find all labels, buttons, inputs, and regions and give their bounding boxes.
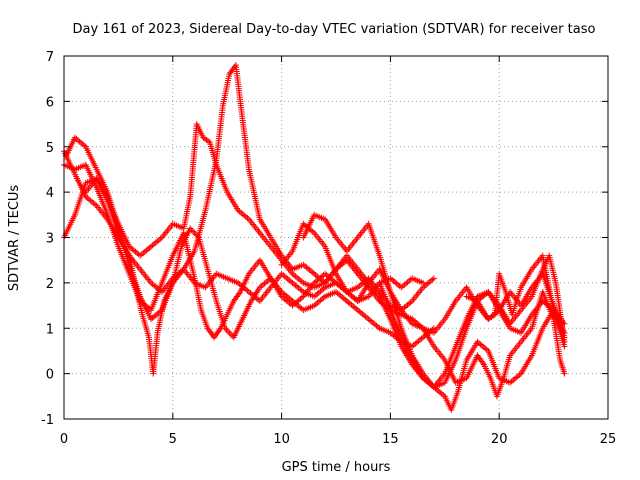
y-axis-label: SDTVAR / TECUs [7, 185, 22, 292]
data-point [190, 228, 197, 235]
series-track-j [409, 288, 568, 400]
x-tick-label: 15 [382, 432, 399, 447]
data-point [561, 370, 568, 377]
x-tick-label: 5 [169, 432, 177, 447]
series-track-i [376, 279, 568, 413]
data-point [224, 328, 231, 335]
chart-title: Day 161 of 2023, Sidereal Day-to-day VTE… [73, 22, 596, 37]
y-tick-label: 4 [46, 186, 54, 201]
x-tick-label: 0 [60, 432, 68, 447]
y-tick-label: 2 [46, 277, 54, 292]
series-track-e [61, 161, 437, 341]
series-track-b [61, 62, 329, 377]
data-point [226, 329, 233, 336]
data-point [561, 320, 568, 327]
x-tick-label: 20 [491, 432, 508, 447]
x-axis-ticks: 0 5 10 15 20 25 [60, 56, 616, 447]
y-tick-label: 3 [46, 232, 54, 247]
y-axis-ticks: -1 0 1 2 3 4 5 6 7 [41, 50, 608, 428]
data-point [561, 329, 568, 336]
y-tick-label: 6 [46, 95, 54, 110]
x-tick-label: 25 [600, 432, 617, 447]
x-tick-label: 10 [273, 432, 290, 447]
y-tick-label: 5 [46, 141, 54, 156]
data-marks [61, 62, 568, 413]
series-track-k [463, 252, 568, 350]
data-point [227, 331, 234, 338]
y-tick-label: 0 [46, 368, 54, 383]
y-tick-label: 1 [46, 322, 54, 337]
data-point [430, 275, 437, 282]
data-point [561, 343, 568, 350]
x-axis-label: GPS time / hours [282, 460, 391, 475]
y-tick-label: 7 [46, 50, 54, 65]
y-tick-label: -1 [41, 413, 54, 428]
